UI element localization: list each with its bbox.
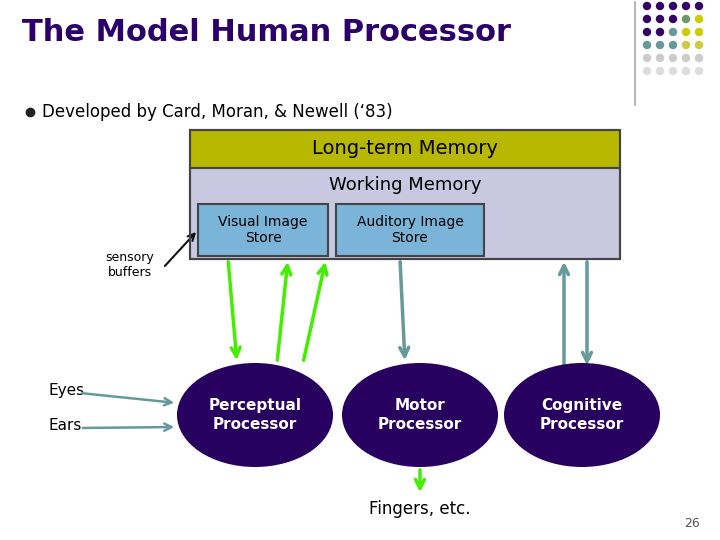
Text: Cognitive
Processor: Cognitive Processor (540, 397, 624, 433)
Text: The Model Human Processor: The Model Human Processor (22, 18, 511, 47)
Circle shape (696, 29, 703, 36)
Circle shape (696, 3, 703, 10)
Circle shape (683, 29, 690, 36)
Ellipse shape (342, 363, 498, 467)
Text: Visual Image
Store: Visual Image Store (218, 215, 307, 245)
FancyBboxPatch shape (336, 204, 484, 256)
Circle shape (657, 68, 664, 75)
Circle shape (670, 55, 677, 62)
Circle shape (657, 42, 664, 49)
Circle shape (683, 42, 690, 49)
Circle shape (683, 68, 690, 75)
Circle shape (657, 55, 664, 62)
Circle shape (683, 55, 690, 62)
Circle shape (696, 16, 703, 23)
Text: Long-term Memory: Long-term Memory (312, 139, 498, 159)
Circle shape (696, 68, 703, 75)
Text: Eyes: Eyes (48, 382, 84, 397)
Circle shape (670, 3, 677, 10)
Text: 26: 26 (684, 517, 700, 530)
Circle shape (644, 16, 650, 23)
Circle shape (644, 55, 650, 62)
Circle shape (670, 29, 677, 36)
Circle shape (670, 42, 677, 49)
Circle shape (683, 3, 690, 10)
FancyBboxPatch shape (190, 168, 620, 259)
Text: sensory
buffers: sensory buffers (106, 251, 154, 279)
Text: Auditory Image
Store: Auditory Image Store (356, 215, 464, 245)
FancyBboxPatch shape (198, 204, 328, 256)
Circle shape (683, 16, 690, 23)
Ellipse shape (504, 363, 660, 467)
Text: Developed by Card, Moran, & Newell (‘83): Developed by Card, Moran, & Newell (‘83) (42, 103, 392, 121)
Circle shape (657, 16, 664, 23)
Circle shape (644, 42, 650, 49)
Text: Working Memory: Working Memory (329, 176, 481, 193)
Text: Fingers, etc.: Fingers, etc. (369, 500, 471, 518)
Circle shape (644, 29, 650, 36)
Circle shape (644, 68, 650, 75)
Circle shape (696, 42, 703, 49)
Circle shape (670, 68, 677, 75)
Text: Perceptual
Processor: Perceptual Processor (209, 397, 302, 433)
Circle shape (657, 3, 664, 10)
Text: Ears: Ears (48, 417, 81, 433)
Circle shape (670, 16, 677, 23)
Circle shape (657, 29, 664, 36)
Circle shape (644, 3, 650, 10)
Text: Motor
Processor: Motor Processor (378, 397, 462, 433)
Circle shape (696, 55, 703, 62)
FancyBboxPatch shape (190, 130, 620, 168)
Ellipse shape (177, 363, 333, 467)
